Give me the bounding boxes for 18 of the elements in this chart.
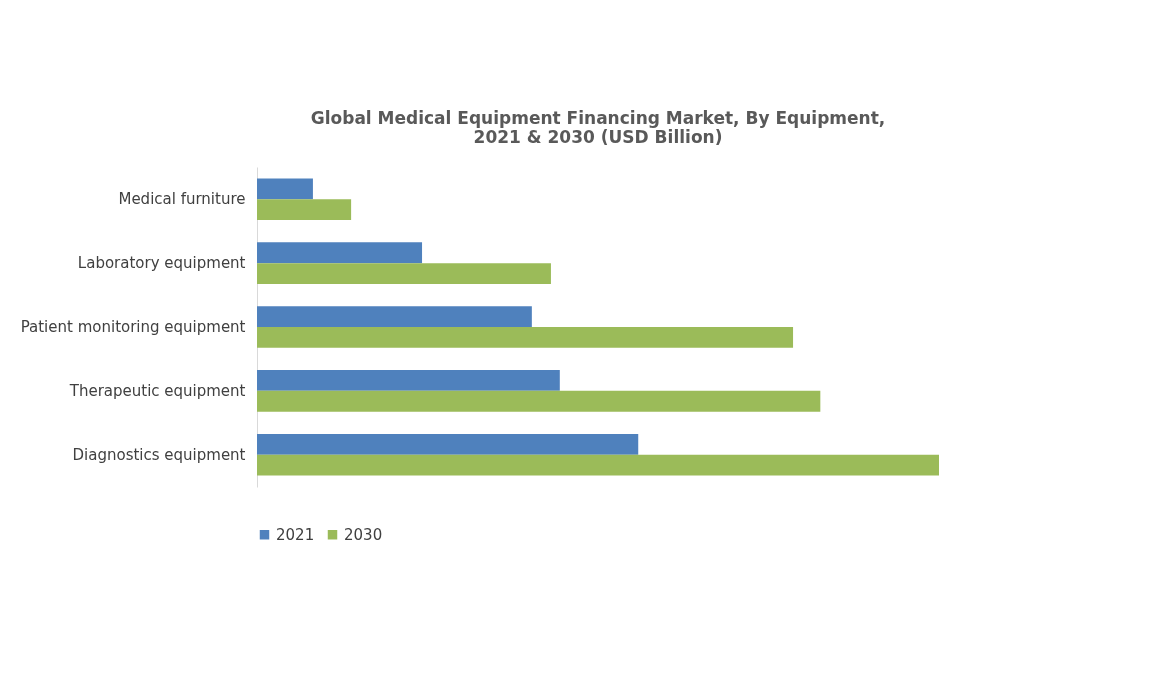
bar: [257, 178, 313, 200]
bar: [257, 306, 532, 327]
y-tick-label: Patient monitoring equipment: [20, 318, 246, 336]
y-tick-label: Diagnostics equipment: [72, 445, 246, 464]
bar: [257, 327, 794, 348]
legend-label: 2021: [276, 525, 315, 544]
bar: [257, 390, 821, 412]
bar: [257, 433, 639, 455]
bar: [257, 370, 560, 391]
y-tick-label: Medical furniture: [118, 190, 246, 209]
chart-title: Global Medical Equipment Financing Market, By Equipment, 2021 & 2030 (USD Billion): [310, 108, 886, 147]
bar: [257, 199, 352, 221]
bar: [257, 242, 423, 264]
y-tick-label: Laboratory equipment: [77, 254, 246, 273]
bar: [257, 454, 939, 476]
bar: [257, 263, 551, 284]
legend-label: 2030: [344, 525, 383, 544]
y-tick-label: Therapeutic equipment: [68, 381, 246, 400]
